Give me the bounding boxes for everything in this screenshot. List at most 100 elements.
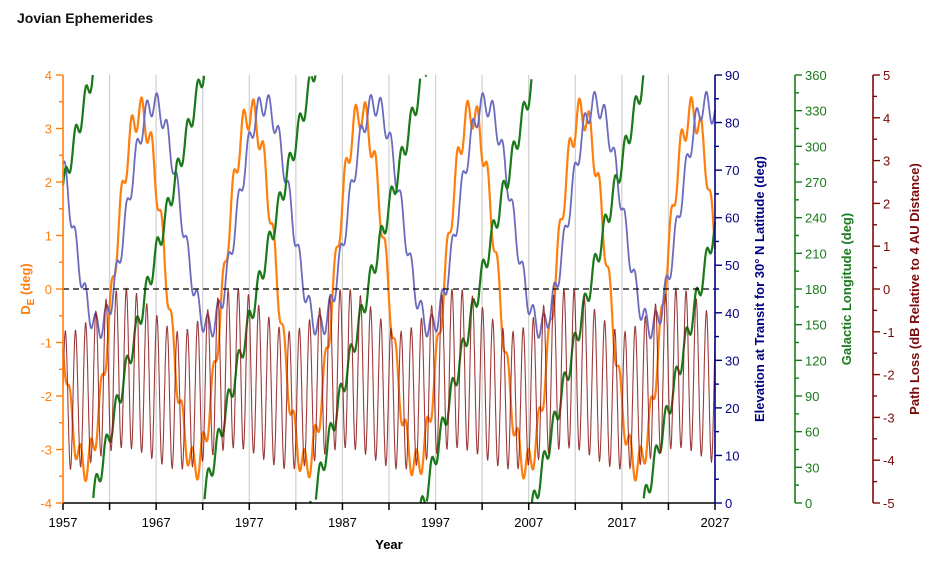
path-loss-trough-point xyxy=(609,465,611,467)
y-tick-label-elev: 60 xyxy=(725,211,739,226)
path-loss-peak-point xyxy=(492,319,494,321)
path-loss-trough-point xyxy=(517,467,519,469)
path-loss-peak-point xyxy=(390,328,392,330)
axes: 1957 1967 1977 1987 1997 2007 2017 2027Year4321… xyxy=(18,68,922,552)
y-tick-label-elev: 50 xyxy=(725,258,739,273)
path-loss-trough-point xyxy=(232,446,234,448)
y-tick-label-elev: 0 xyxy=(725,496,732,511)
path-loss-peak-point xyxy=(339,289,341,291)
path-loss-trough-point xyxy=(161,463,163,465)
path-loss-peak-point xyxy=(604,320,606,322)
y-tick-label-ploss: 0 xyxy=(883,282,890,297)
y-tick-label-elev: 90 xyxy=(725,68,739,83)
path-loss-peak-point xyxy=(685,290,687,292)
y-tick-label-elev: 40 xyxy=(725,306,739,321)
path-loss-trough-point xyxy=(568,446,570,448)
y-axis-title-ploss: Path Loss (dB Relative to 4 AU Distance) xyxy=(907,163,922,415)
path-loss-peak-point xyxy=(695,298,697,300)
path-loss-peak-point xyxy=(573,289,575,291)
path-loss-trough-point xyxy=(385,464,387,466)
y-tick-label-De: -2 xyxy=(40,389,52,404)
y-tick-label-glon: 210 xyxy=(805,246,827,261)
path-loss-trough-point xyxy=(100,454,102,457)
path-loss-peak-point xyxy=(196,320,199,323)
path-loss-trough-point xyxy=(303,464,306,466)
path-loss-trough-point xyxy=(710,460,713,463)
path-loss-peak-point xyxy=(644,316,646,318)
y-axis-title-units: (deg) xyxy=(18,263,33,298)
y-tick-label-glon: 330 xyxy=(805,104,827,119)
path-loss-peak-point xyxy=(64,330,66,332)
path-loss-trough-point xyxy=(456,446,458,448)
path-loss-peak-point xyxy=(308,319,311,321)
path-loss-peak-point xyxy=(115,290,117,292)
path-loss-peak-point xyxy=(166,326,168,328)
series-line-glon xyxy=(530,75,645,503)
path-loss-peak-point xyxy=(481,307,484,309)
y-tick-label-elev: 80 xyxy=(725,116,739,131)
x-tick-label: 2017 xyxy=(607,515,636,530)
path-loss-trough-point xyxy=(578,448,580,451)
y-tick-label-ploss: 4 xyxy=(883,111,890,126)
path-loss-trough-point xyxy=(252,452,255,454)
path-loss-trough-point xyxy=(670,447,672,449)
path-loss-trough-point xyxy=(344,446,346,448)
path-loss-trough-point xyxy=(507,467,509,469)
y-tick-label-ploss: 1 xyxy=(883,239,890,254)
path-loss-trough-point xyxy=(313,459,316,461)
path-loss-trough-point xyxy=(395,467,397,469)
path-loss-trough-point xyxy=(446,448,448,450)
path-loss-trough-point xyxy=(191,465,194,467)
path-loss-trough-point xyxy=(69,468,72,470)
series-line-glon xyxy=(424,74,428,78)
path-loss-peak-point xyxy=(593,308,596,311)
path-loss-trough-point xyxy=(487,459,489,461)
series-line-glon xyxy=(310,75,317,83)
series-line-glon xyxy=(61,74,94,186)
path-loss-peak-point xyxy=(217,297,219,300)
path-loss-trough-point xyxy=(680,446,682,448)
path-loss-trough-point xyxy=(181,468,183,470)
path-loss-peak-point xyxy=(369,306,372,309)
path-loss-trough-point xyxy=(222,449,224,451)
path-loss-trough-point xyxy=(639,463,641,465)
path-loss-trough-point xyxy=(629,467,631,469)
path-loss-peak-point xyxy=(441,294,443,297)
y-tick-label-glon: 30 xyxy=(805,460,819,475)
path-loss-peak-point xyxy=(522,327,524,329)
y-tick-label-glon: 300 xyxy=(805,139,827,154)
path-loss-trough-point xyxy=(130,447,133,449)
path-loss-trough-point xyxy=(202,460,204,462)
x-axis-title: Year xyxy=(375,537,402,552)
path-loss-peak-point xyxy=(74,329,77,332)
path-loss-peak-point xyxy=(288,331,290,333)
chart-title: Jovian Ephemerides xyxy=(17,10,154,26)
path-loss-peak-point xyxy=(543,305,545,307)
path-loss-trough-point xyxy=(110,449,112,451)
path-loss-trough-point xyxy=(588,454,590,456)
path-loss-peak-point xyxy=(461,289,463,291)
series-line-elev xyxy=(62,90,716,340)
path-loss-peak-point xyxy=(553,294,555,297)
path-loss-trough-point xyxy=(263,458,265,460)
y-tick-label-ploss: -5 xyxy=(883,496,895,511)
path-loss-trough-point xyxy=(649,457,652,459)
path-loss-trough-point xyxy=(619,468,621,470)
y-tick-label-glon: 270 xyxy=(805,175,827,190)
y-tick-label-glon: 150 xyxy=(805,318,827,333)
path-loss-peak-point xyxy=(268,317,270,319)
y-tick-label-ploss: 3 xyxy=(883,154,890,169)
y-axis-title-elev: Elevation at Transit for 30° N Latitude … xyxy=(752,156,767,422)
path-loss-peak-point xyxy=(451,288,453,291)
y-tick-label-ploss: 5 xyxy=(883,68,890,83)
path-loss-trough-point xyxy=(558,448,560,450)
path-loss-peak-point xyxy=(135,293,138,295)
path-loss-trough-point xyxy=(415,464,417,466)
x-tick-label: 1997 xyxy=(421,515,450,530)
path-loss-trough-point xyxy=(171,467,173,469)
path-loss-peak-point xyxy=(146,303,148,305)
path-loss-peak-point xyxy=(85,322,87,324)
path-loss-peak-point xyxy=(634,326,636,328)
path-loss-trough-point xyxy=(90,461,92,463)
